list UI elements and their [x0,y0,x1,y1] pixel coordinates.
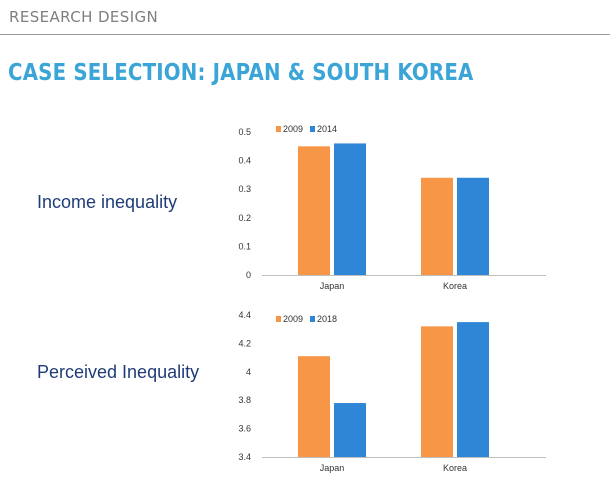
income-y-tick-label: 0.2 [238,213,251,223]
perceived-inequality-label: Perceived Inequality [37,362,200,382]
perceived-y-tick-label: 4.4 [238,310,251,320]
income-y-tick-label: 0.3 [238,184,251,194]
income-y-tick-label: 0.5 [238,127,251,137]
income-legend-swatch [310,126,315,132]
perceived-bar-korea-2018 [457,322,489,457]
perceived-y-tick-label: 4.2 [238,338,251,348]
perceived-y-tick-label: 3.6 [238,424,251,434]
perceived-legend-label: 2018 [317,314,337,324]
section-label: RESEARCH DESIGN [9,8,159,26]
perceived-bar-korea-2009 [421,326,453,457]
slide-title: CASE SELECTION: JAPAN & SOUTH KOREA [8,60,474,86]
perceived-bar-japan-2009 [298,356,330,457]
perceived-x-tick-label: Korea [443,463,467,473]
perceived-legend-label: 2009 [283,314,303,324]
income-bar-korea-2009 [421,177,453,275]
perceived-bar-japan-2018 [334,403,366,457]
income-legend-swatch [276,126,281,132]
header-divider [0,34,610,35]
income-legend-label: 2014 [317,124,337,134]
perceived-y-tick-label: 4 [246,367,251,377]
perceived-x-tick-label: Japan [320,463,345,473]
income-bar-japan-2009 [298,146,330,275]
income-bar-japan-2014 [334,143,366,275]
perceived-legend-swatch [310,316,315,322]
income-y-tick-label: 0 [246,270,251,280]
income-inequality-label: Income inequality [37,192,178,212]
perceived-inequality-chart: 3.4 3.6 3.8 4 4.2 4.4 Japan Korea 2009 2018 [238,310,546,473]
income-y-tick-label: 0.4 [238,156,251,166]
perceived-y-tick-label: 3.4 [238,452,251,462]
income-legend-label: 2009 [283,124,303,134]
income-bar-korea-2014 [457,177,489,275]
perceived-legend-swatch [276,316,281,322]
perceived-y-tick-label: 3.8 [238,395,251,405]
income-inequality-chart: 0 0.1 0.2 0.3 0.4 0.5 Japan Korea 2009 2014 [238,124,546,291]
income-x-tick-label: Korea [443,281,467,291]
income-x-tick-label: Japan [320,281,345,291]
income-y-tick-label: 0.1 [238,241,251,251]
